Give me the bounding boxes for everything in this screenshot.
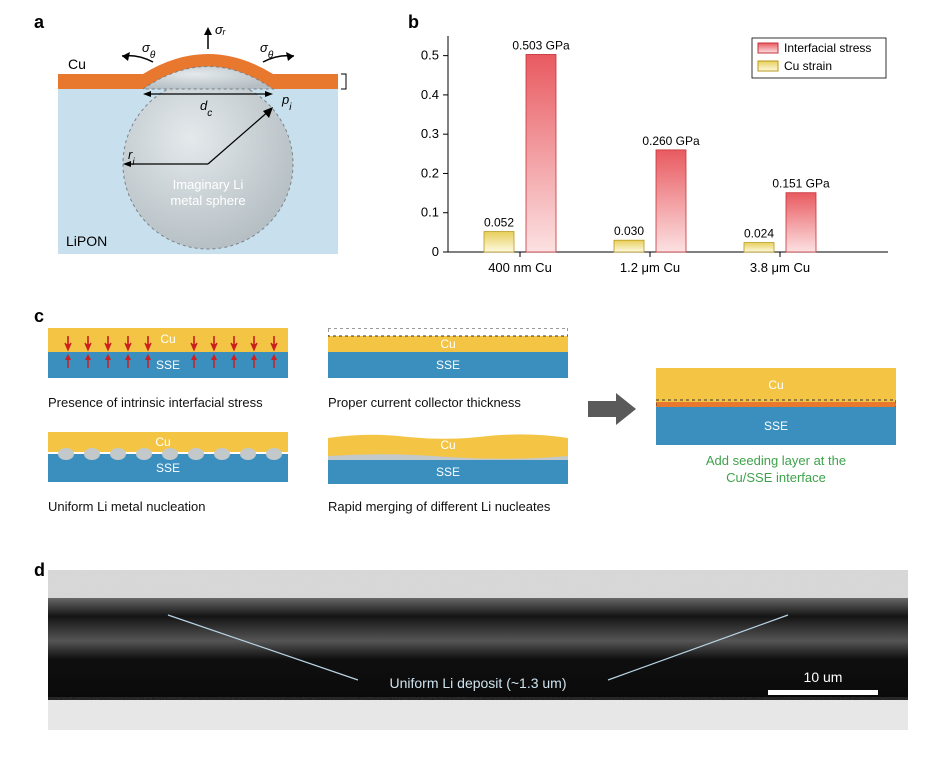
c3-caption: Uniform Li metal nucleation [48,499,288,514]
bar [614,240,644,252]
bar-label: 0.052 [484,216,514,230]
scalebar [768,690,878,695]
c4-sse-text: SSE [436,465,460,479]
legend-swatch-red [758,43,778,53]
cu-text: Cu [68,56,86,72]
bar-label: 0.030 [614,224,644,238]
bar-label: 0.024 [744,227,774,241]
c1-caption: Presence of intrinsic interfacial stress [48,395,288,410]
c2-sse-text: SSE [436,358,460,372]
lipon-text: LiPON [66,233,107,249]
c5-seed [656,402,896,407]
sphere-text2: metal sphere [170,193,245,208]
c3-sse-text: SSE [156,461,180,475]
c3-cu-text: Cu [155,435,170,449]
panel-a-diagram: Cu LiPON Imaginary Li metal sphere σᵣ σθ… [48,24,348,284]
bar [656,150,686,252]
c1-box: Cu SSE Presence of intrinsic interfacial… [48,328,288,410]
c5-box: Cu SSE Add seeding layer at the Cu/SSE i… [656,368,896,487]
panel-d-sem: Uniform Li deposit (~1.3 um) 10 um [48,570,908,740]
ytick-label: 0.5 [421,48,439,63]
t-bracket [341,74,346,89]
c5-sse-text: SSE [764,419,788,433]
xcat-label: 3.8 μm Cu [750,260,810,275]
c2-cu-text: Cu [440,337,455,351]
big-arrow [588,392,638,426]
c3-nucleates [58,448,282,460]
c4-caption: Rapid merging of different Li nucleates [328,499,568,514]
legend-swatch-yellow [758,61,778,71]
bar-label: 0.503 GPa [512,38,570,52]
sigma-theta-r-text: σθ [260,40,274,61]
c4-box: Cu SSE Rapid merging of different Li nuc… [328,432,568,514]
panel-c-schematics: Cu SSE Presence of intrinsic interfacial… [48,322,908,552]
ytick-label: 0 [432,244,439,259]
panel-c-label: c [34,306,44,327]
sem-bottom-noise [48,700,908,730]
c2-dashed [328,328,568,336]
xcat-label: 400 nm Cu [488,260,552,275]
sigma-r-arrow [204,27,212,49]
c1-sse-text: SSE [156,358,180,372]
scalebar-text: 10 um [804,669,843,685]
sem-label: Uniform Li deposit (~1.3 um) [389,675,566,691]
ytick-label: 0.2 [421,165,439,180]
bar-label: 0.151 GPa [772,177,830,191]
c3-box: Cu SSE Uniform Li metal nucleation [48,432,288,514]
sphere-text1: Imaginary Li [173,177,244,192]
ytick-label: 0.4 [421,87,439,102]
c5-caption-b: Cu/SSE interface [656,470,896,487]
sigma-r-text: σᵣ [215,24,226,37]
c1-cu-text: Cu [160,332,175,346]
legend-label-red: Interfacial stress [784,41,871,55]
legend-label-yellow: Cu strain [784,59,832,73]
bar-label: 0.260 GPa [642,134,700,148]
panel-b-chart: 0 0.1 0.2 0.3 0.4 0.5 0.052 0.503 GPa 400 nm Cu 0… [400,18,900,288]
bar [526,54,556,252]
ytick-label: 0.1 [421,205,439,220]
bar [484,232,514,252]
ytick-label: 0.3 [421,126,439,141]
sem-top-noise [48,570,908,598]
bar [744,243,774,252]
c2-caption: Proper current collector thickness [328,395,568,410]
bar [786,193,816,252]
c4-cu-text: Cu [440,438,455,452]
c5-caption-a: Add seeding layer at the [656,453,896,470]
c5-cu-text: Cu [768,378,783,392]
c2-box: Cu SSE Proper current collector thicknes… [328,328,568,410]
xcat-label: 1.2 μm Cu [620,260,680,275]
panel-a-label: a [34,12,44,33]
panel-d-label: d [34,560,45,581]
